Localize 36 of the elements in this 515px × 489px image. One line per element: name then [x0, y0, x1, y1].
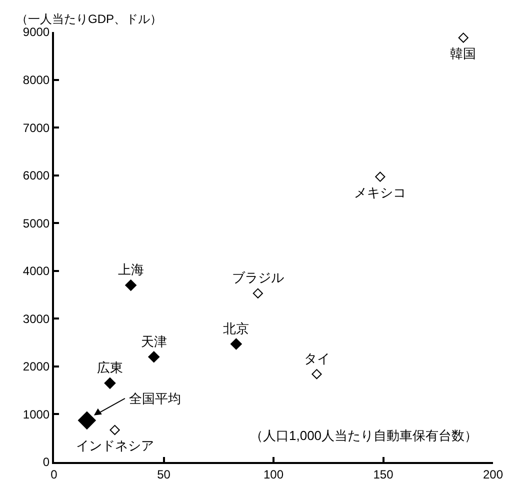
- x-tick-label: 50: [157, 467, 171, 482]
- annotation: 天津: [141, 334, 167, 349]
- y-axis-title: （一人当たりGDP、ドル）: [16, 12, 162, 26]
- y-tick-label: 3000: [22, 312, 50, 326]
- annotation: インドネシア: [76, 438, 154, 453]
- point: [125, 280, 137, 291]
- y-tick-label: 4000: [22, 264, 50, 278]
- point: [375, 172, 386, 182]
- y-tick-label: 9000: [22, 25, 50, 40]
- point: [104, 377, 116, 389]
- x-tick-label: 100: [263, 467, 284, 482]
- annotation: ブラジル: [232, 270, 284, 285]
- x-tick-label: 200: [482, 467, 504, 482]
- annotation: 韓国: [450, 46, 476, 61]
- y-tick-label: 8000: [22, 72, 50, 87]
- y-tick-label: 7000: [22, 120, 50, 135]
- x-tick-label: 150: [373, 467, 394, 482]
- annotation: 北京: [223, 321, 249, 336]
- point: [110, 424, 120, 436]
- point: [312, 369, 322, 380]
- y-tick-label: 1000: [22, 407, 50, 422]
- annotation: 広東: [97, 360, 123, 375]
- y-tick-label: 0: [42, 455, 50, 470]
- point: [78, 411, 96, 430]
- point: [230, 338, 242, 350]
- y-tick-label: 2000: [22, 360, 50, 374]
- annotation: タイ: [304, 351, 330, 366]
- point: [458, 32, 468, 43]
- annotation: 全国平均: [129, 391, 181, 406]
- x-axis-title: （人口1,000人当たり自動車保有台数）: [250, 428, 478, 443]
- point: [252, 288, 263, 298]
- y-tick-label: 6000: [22, 168, 50, 183]
- annotation: 上海: [118, 262, 144, 277]
- y-tick-label: 5000: [22, 216, 50, 230]
- point: [148, 351, 160, 363]
- annotation: メキシコ: [354, 185, 406, 200]
